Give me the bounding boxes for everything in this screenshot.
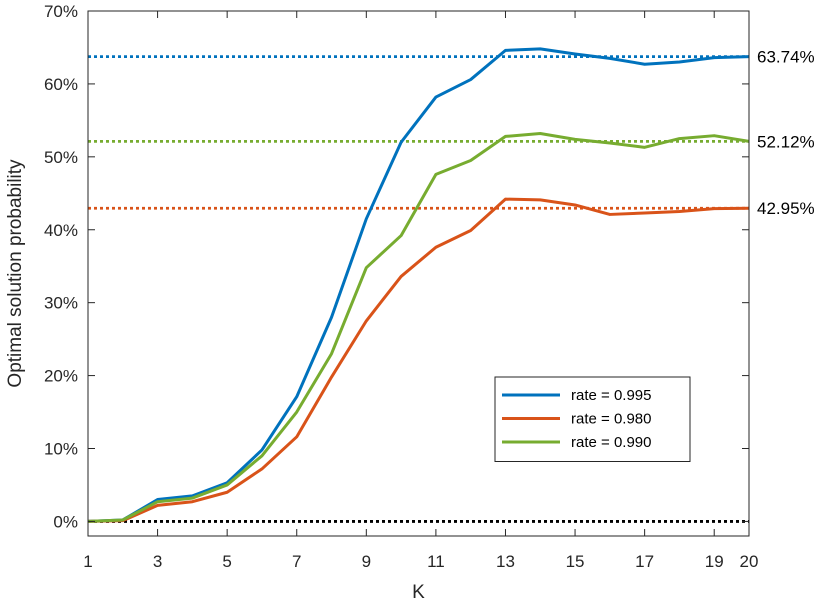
series-line-0 [87, 47, 750, 523]
y-tick-label-7: 70% [44, 2, 78, 21]
x-axis-label: K [412, 582, 425, 602]
legend-entry-0: rate = 0.995 [571, 387, 651, 404]
x-tick-label-2: 5 [222, 552, 231, 571]
y-tick-label-6: 60% [44, 75, 78, 94]
legend-entry-1: rate = 0.980 [571, 411, 651, 428]
axes-box [87, 10, 750, 537]
y-tick-label-0: 0% [53, 512, 78, 531]
axes [87, 10, 750, 537]
reference-label-2: 42.95% [757, 199, 815, 218]
y-tick-label-4: 40% [44, 221, 78, 240]
x-tick-label-5: 11 [427, 552, 445, 571]
x-ticks: 1 3 5 7 9 11 13 15 17 19 20 [83, 11, 758, 571]
legend: rate = 0.995 rate = 0.980 rate = 0.990 [494, 376, 691, 462]
series-line-2 [87, 132, 750, 523]
x-tick-label-6: 13 [496, 552, 515, 571]
reference-labels: 63.74% 52.12% 42.95% [757, 48, 815, 219]
y-ticks: 0% 10% 20% 30% 40% 50% 60% 70% [44, 2, 749, 531]
x-tick-label-9: 19 [705, 552, 724, 571]
y-tick-label-5: 50% [44, 148, 78, 167]
y-tick-label-1: 10% [44, 440, 78, 459]
y-tick-label-2: 20% [44, 367, 78, 386]
x-tick-label-0: 1 [83, 552, 92, 571]
x-tick-label-3: 7 [292, 552, 301, 571]
x-tick-label-7: 15 [566, 552, 585, 571]
y-tick-label-3: 30% [44, 294, 78, 313]
reference-label-1: 52.12% [757, 132, 815, 151]
series-lines [87, 47, 750, 523]
series-line-1 [87, 197, 750, 523]
x-tick-label-10: 20 [740, 552, 759, 571]
x-tick-label-1: 3 [153, 552, 162, 571]
reference-lines [88, 55, 749, 523]
x-tick-label-4: 9 [362, 552, 371, 571]
legend-entry-2: rate = 0.990 [571, 434, 651, 451]
reference-label-0: 63.74% [757, 48, 815, 67]
y-axis-label: Optimal solution probability [5, 159, 26, 388]
x-tick-label-8: 17 [635, 552, 654, 571]
